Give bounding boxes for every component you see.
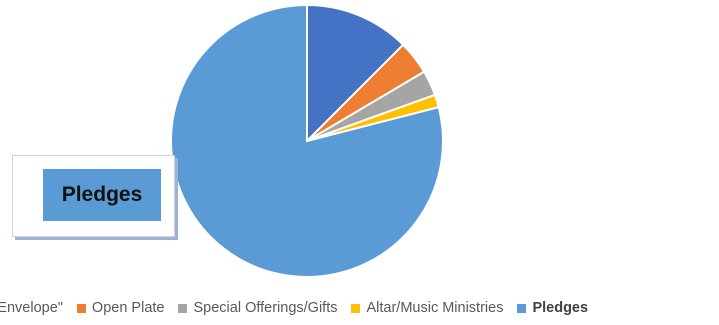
- legend-item: Open Plate: [76, 300, 165, 316]
- legend-swatch: [76, 303, 86, 313]
- pledges-callout: Pledges: [12, 155, 175, 237]
- chart-legend: ge "Envelope" Open Plate Special Offerings…: [0, 300, 588, 316]
- legend-label: Special Offerings/Gifts: [193, 300, 338, 316]
- pie-slice-0: [306, 3, 405, 144]
- legend-swatch: [178, 303, 188, 313]
- legend-swatch: [351, 303, 361, 313]
- legend-label: Open Plate: [91, 300, 165, 316]
- legend-item: Altar/Music Ministries: [351, 300, 503, 316]
- legend-swatch: [517, 303, 527, 313]
- pie-slice-4: [170, 3, 444, 278]
- legend-item: Pledges: [517, 300, 588, 316]
- legend-item: ge "Envelope": [0, 300, 63, 316]
- legend-label: ge "Envelope": [0, 300, 63, 316]
- legend-label: Altar/Music Ministries: [366, 300, 504, 316]
- legend-item: Special Offerings/Gifts: [178, 300, 337, 316]
- pledges-callout-label: Pledges: [43, 169, 161, 221]
- legend-label: Pledges: [532, 300, 589, 316]
